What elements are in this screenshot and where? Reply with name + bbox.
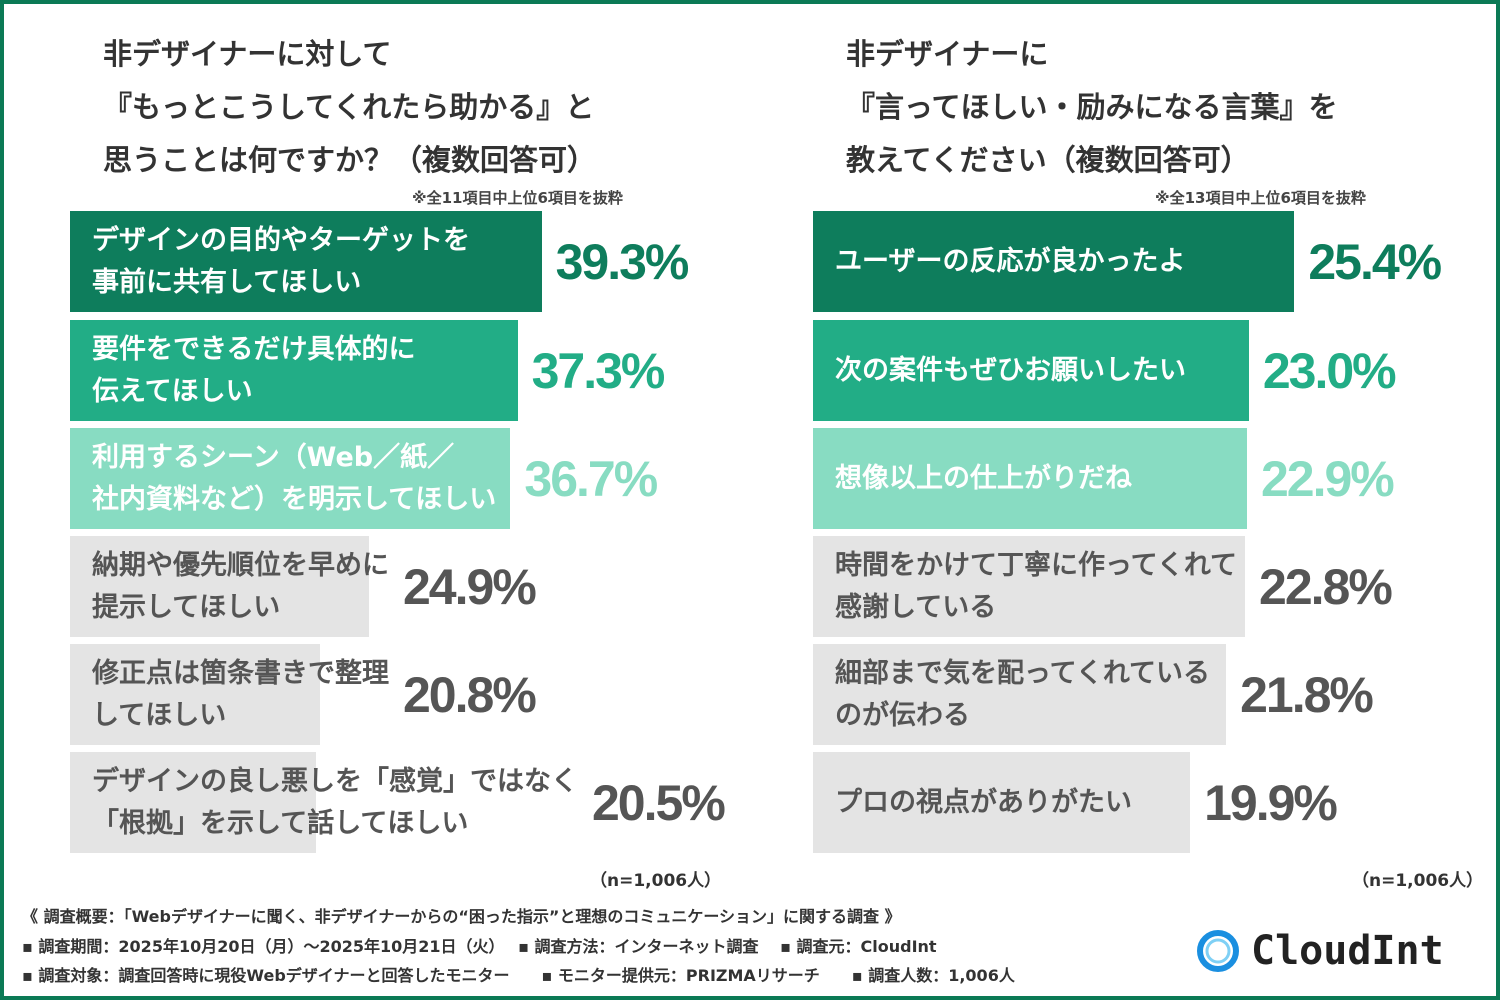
right-value-label-2: 23.0% [1262,342,1397,399]
survey-summary: 《 調査概要：「Webデザイナーに聞く、非デザイナーからの“困った指示”と理想の… [22,907,901,926]
left-sample-size: （n=1,006人） [590,871,722,891]
left-bar-label-2: 要件をできるだけ具体的に 伝えてほしい [92,333,416,407]
right-value-label-4: 22.8% [1259,558,1393,615]
right-value-label-5: 21.8% [1240,666,1374,723]
right-chart-title: 非デザイナーに 『言ってほしい・励みになる言葉』を 教えてください（複数回答可） [846,37,1338,177]
left-bar-6 [70,752,316,853]
left-value-label-2: 37.3% [531,342,666,399]
right-sample-size: （n=1,006人） [1352,871,1484,891]
left-bar-3 [70,428,511,529]
left-bar-label-4: 納期や優先順位を早めに 提示してほしい [92,549,389,623]
left-bar-label-6: デザインの良し悪しを「感覚」ではなく 「根拠」を示して話してほしい [92,765,578,839]
right-bar-label-3: 想像以上の仕上がりだね [835,462,1132,494]
right-bar-label-2: 次の案件もぜひお願いしたい [835,354,1186,386]
right-bar-3 [813,428,1247,529]
left-bar-label-3: 利用するシーン（Web／紙／ 社内資料など）を明示してほしい [92,441,497,515]
logo-ring-icon [1197,930,1239,972]
logo-text: CloudInt [1251,928,1444,974]
survey-details-line2: ▪ 調査対象：調査回答時に現役Webデザイナーと回答したモニター ▪ モニター提… [22,966,1015,985]
right-bar-label-5: 細部まで気を配ってくれている のが伝わる [835,657,1211,731]
right-value-label-1: 25.4% [1308,233,1442,290]
right-bar-5 [813,644,1227,745]
survey-details-line1: ▪ 調査期間：2025年10月20日（月）～2025年10月21日（火） ▪ 調… [22,937,937,956]
left-value-label-6: 20.5% [592,774,726,831]
left-bar-1 [70,211,542,312]
cloudint-logo: CloudInt [1195,928,1444,974]
right-value-label-6: 19.9% [1204,774,1338,831]
right-bar-6 [813,752,1191,853]
right-bar-4 [813,536,1246,637]
right-chart-note: ※全13項目中上位6項目を抜粋 [1155,189,1366,207]
right-bar-label-6: プロの視点がありがたい [835,786,1132,818]
right-bar-2 [813,320,1249,421]
left-bar-label-1: デザインの目的やターゲットを 事前に共有してほしい [92,224,470,298]
right-bar-1 [813,211,1295,312]
left-bar-label-5: 修正点は箇条書きで整理 してほしい [92,657,389,731]
left-chart-note: ※全11項目中上位6項目を抜粋 [412,189,623,207]
right-value-label-3: 22.9% [1260,450,1395,507]
right-bar-label-1: ユーザーの反応が良かったよ [835,245,1186,277]
left-value-label-1: 39.3% [555,233,690,290]
left-chart-title: 非デザイナーに対して 『もっとこうしてくれたら助かる』と 思うことは何ですか？（… [103,37,597,177]
left-value-label-5: 20.8% [403,666,537,723]
left-bar-4 [70,536,369,637]
right-bar-label-4: 時間をかけて丁寧に作ってくれて 感謝している [835,549,1238,623]
left-bar-2 [70,320,518,421]
left-value-label-3: 36.7% [524,450,658,507]
left-value-label-4: 24.9% [403,558,537,615]
left-bar-5 [70,644,320,745]
